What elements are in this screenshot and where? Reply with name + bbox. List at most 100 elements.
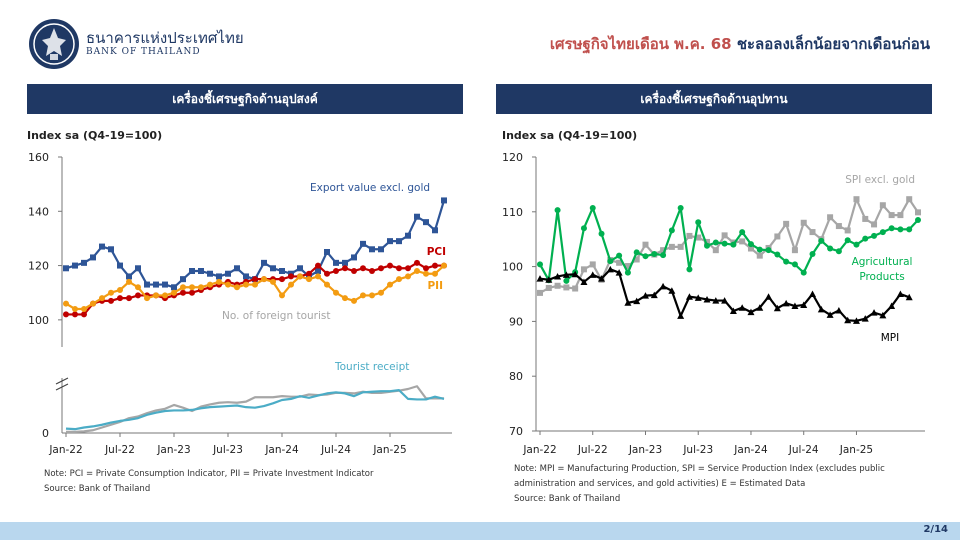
demand-pii-point-8 [135,284,141,291]
demand-pii-point-32 [351,297,357,304]
demand-x-tick-label: Jan-22 [48,444,82,456]
demand-pii-point-7 [126,278,132,285]
demand-pii-point-16 [207,281,213,288]
demand-pii-point-15 [198,284,204,291]
demand-pci-point-24 [279,276,285,283]
demand-pii-point-40 [423,270,429,277]
supply-source-text: Source: Bank of Thailand [514,494,621,504]
demand-pci-point-34 [369,268,375,274]
demand-pii-point-3 [90,300,96,307]
bank-of-thailand-logo [28,18,80,70]
demand-pci-point-0 [63,311,69,318]
demand-y-tick-label: 120 [28,260,49,273]
demand-pii-point-22 [261,276,267,283]
demand-pci-point-40 [423,265,429,272]
demand-export-value-excl-gold-point-2 [81,259,87,266]
demand-pii-point-41 [432,270,438,277]
demand-x-tick-label: Jul-23 [212,444,243,456]
demand-export-value-excl-gold-point-1 [72,262,78,269]
demand-pii-point-2 [81,306,87,312]
demand-pci-point-41 [432,262,438,269]
demand-tourist-receipt-line [65,389,445,431]
demand-export-value-excl-gold-point-10 [153,281,159,288]
demand-pci-point-6 [117,295,123,302]
demand-pci-point-21 [252,276,258,283]
demand-export-value-excl-gold-point-18 [225,270,231,277]
demand-pii-point-29 [324,281,330,288]
demand-export-value-excl-gold-point-20 [243,273,249,280]
demand-pci-point-31 [342,265,348,272]
demand-export-value-excl-gold-point-17 [216,273,222,280]
demand-pci-point-32 [351,268,357,274]
footer-bar [0,522,960,540]
demand-pii-point-34 [369,292,375,299]
demand-export-value-excl-gold-point-19 [234,265,240,272]
demand-export-value-excl-gold-point-7 [126,273,132,280]
demand-pci-point-27 [306,270,312,277]
demand-note-text: Note: PCI = Private Consumption Indicato… [44,469,374,479]
demand-pii-point-21 [252,281,258,288]
supply-panel-title: เครื่องชี้เศรษฐกิจด้านอุปทาน [496,84,932,114]
demand-export-value-excl-gold-point-9 [144,281,150,288]
demand-pci-point-35 [378,265,384,272]
demand-pii-point-27 [306,276,312,283]
demand-pci-point-14 [189,289,195,296]
page-number: 2/14 [923,524,948,535]
demand-pci-point-30 [333,268,339,274]
demand-export-value-excl-gold-point-28 [315,268,321,274]
demand-y-axis-label: Index sa (Q4-19=100) [27,129,163,142]
demand-export-value-excl-gold-point-11 [162,281,168,288]
headline-part2: ชะลอลงเล็กน้อยจากเดือนก่อน [736,35,930,53]
supply-note-text: Note: MPI = Manufacturing Production, SP… [514,464,885,489]
demand-export-value-excl-gold-point-31 [342,259,348,266]
demand-pci-point-5 [108,297,114,304]
demand-no-of-foreign-tourist-line [66,385,444,433]
demand-pii-point-6 [117,287,123,293]
supply-note: Note: MPI = Manufacturing Production, SP… [514,462,934,507]
demand-export-value-excl-gold-point-38 [405,232,411,239]
demand-pci-point-1 [72,311,78,318]
demand-pci-point-28 [315,262,321,269]
demand-pci-point-13 [180,289,186,296]
demand-pii-point-10 [153,292,159,299]
demand-pci-point-7 [126,295,132,302]
demand-pii-point-9 [144,295,150,302]
headline-part1: เศรษฐกิจไทยเดือน พ.ค. 68 [549,35,737,53]
demand-pii-point-36 [387,281,393,288]
demand-y-tick-label: 0 [42,427,49,440]
bank-name-english: BANK OF THAILAND [86,47,201,57]
demand-pci-point-29 [324,270,330,277]
demand-export-value-excl-gold-point-30 [333,259,339,266]
demand-export-value-excl-gold-point-14 [189,268,195,274]
demand-panel-title: เครื่องชี้เศรษฐกิจด้านอุปสงค์ [27,84,463,114]
demand-x-tick-label: Jan-24 [264,444,299,456]
demand-export-value-excl-gold-point-35 [378,246,384,253]
demand-pii-point-18 [225,281,231,288]
demand-label-pci: PCI [427,246,446,258]
supply-y-axis-label: Index sa (Q4-19=100) [502,129,638,142]
demand-pii-point-14 [189,284,195,291]
demand-source-text: Source: Bank of Thailand [44,484,151,494]
demand-pii-point-0 [63,300,69,307]
demand-export-value-excl-gold-point-26 [297,265,303,272]
demand-pii-point-25 [288,281,294,288]
demand-x-tick-label: Jan-25 [372,444,406,456]
demand-pci-point-36 [387,262,393,269]
demand-export-value-excl-gold-point-23 [270,265,276,272]
demand-pci-point-39 [414,259,420,266]
demand-export-value-excl-gold-point-4 [99,243,105,250]
demand-pii-point-1 [72,306,78,312]
demand-pii-point-37 [396,276,402,283]
demand-pci-point-25 [288,273,294,280]
demand-label-no-of-foreign-tourist: No. of foreign tourist [222,310,331,322]
axis-break-mark [55,377,69,391]
demand-export-value-excl-gold-point-42 [441,197,447,204]
demand-pii-point-33 [360,292,366,299]
demand-export-value-excl-gold-point-32 [351,254,357,261]
demand-export-value-excl-gold-point-34 [369,246,375,253]
demand-export-value-excl-gold-point-22 [261,259,267,266]
demand-label-tourist-receipt: Tourist receipt [334,361,409,373]
demand-pci-point-8 [135,292,141,299]
demand-y-tick-label: 100 [28,314,49,327]
